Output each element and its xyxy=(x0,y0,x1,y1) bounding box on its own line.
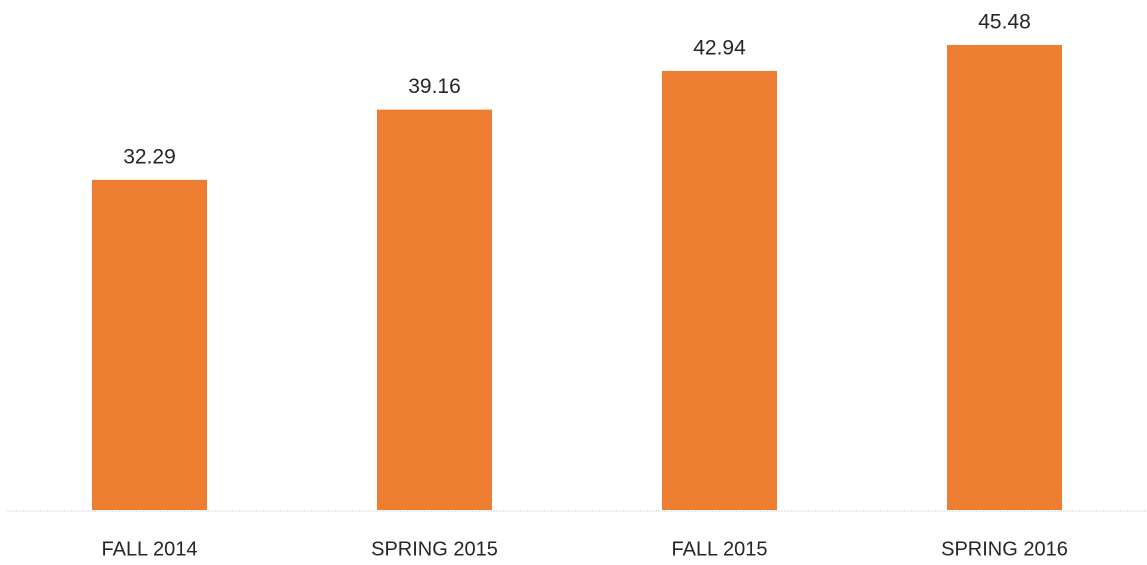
value-label: 42.94 xyxy=(693,37,746,60)
bar xyxy=(947,45,1062,510)
bar xyxy=(92,179,207,510)
bar xyxy=(662,70,777,510)
x-tick-label: SPRING 2016 xyxy=(941,538,1068,560)
bar xyxy=(377,109,492,510)
value-label: 39.16 xyxy=(408,75,461,98)
x-tick-label: FALL 2014 xyxy=(101,538,197,560)
value-label: 32.29 xyxy=(123,145,176,168)
x-tick-label: SPRING 2015 xyxy=(371,538,498,560)
x-tick-label: FALL 2015 xyxy=(671,538,767,560)
value-label: 45.48 xyxy=(978,11,1031,34)
